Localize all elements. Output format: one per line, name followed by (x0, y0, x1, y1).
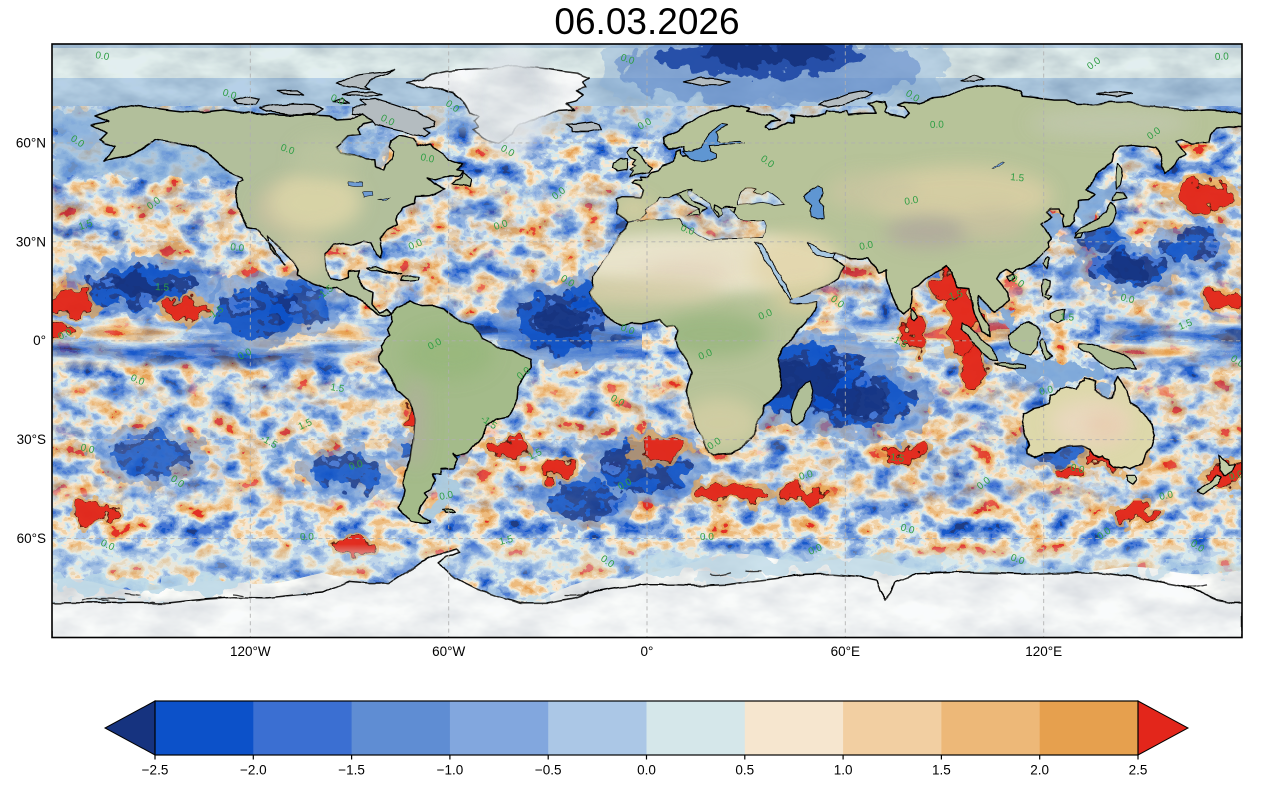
svg-text:2.0: 2.0 (1030, 763, 1049, 778)
svg-text:60°N: 60°N (16, 135, 46, 150)
svg-text:1.5: 1.5 (1060, 312, 1075, 324)
svg-text:0.0: 0.0 (904, 195, 920, 208)
svg-text:0.0: 0.0 (899, 522, 916, 537)
svg-text:0.0: 0.0 (300, 532, 315, 543)
svg-text:30°N: 30°N (16, 234, 46, 249)
svg-text:−1.5: −1.5 (338, 763, 365, 778)
svg-text:−0.5: −0.5 (535, 763, 562, 778)
svg-text:−1.0: −1.0 (437, 763, 464, 778)
svg-text:1.0: 1.0 (834, 763, 853, 778)
svg-text:0.0: 0.0 (99, 538, 117, 554)
svg-text:60°E: 60°E (831, 644, 860, 659)
svg-text:30°S: 30°S (17, 432, 46, 447)
svg-text:0.0: 0.0 (419, 152, 435, 166)
svg-text:120°E: 120°E (1025, 644, 1062, 659)
svg-text:0.0: 0.0 (700, 532, 715, 543)
svg-text:0.0: 0.0 (438, 489, 454, 503)
svg-text:0.0: 0.0 (757, 307, 774, 323)
svg-text:0°: 0° (33, 333, 46, 348)
svg-text:0.0: 0.0 (129, 373, 146, 389)
svg-text:1.5: 1.5 (297, 417, 315, 433)
svg-text:0.0: 0.0 (1119, 292, 1136, 306)
svg-text:0.0: 0.0 (619, 52, 636, 67)
svg-text:120°W: 120°W (230, 644, 271, 659)
svg-text:1.5: 1.5 (155, 282, 170, 294)
svg-text:0.0: 0.0 (1038, 384, 1054, 398)
svg-text:1.5: 1.5 (948, 288, 965, 303)
svg-text:0.0: 0.0 (1215, 51, 1230, 63)
svg-text:1.5: 1.5 (890, 452, 906, 465)
svg-text:0.0: 0.0 (619, 322, 636, 337)
svg-text:0.5: 0.5 (735, 763, 754, 778)
svg-text:0.0: 0.0 (1228, 469, 1245, 483)
svg-text:0.0: 0.0 (637, 763, 656, 778)
svg-text:0.0: 0.0 (807, 542, 824, 558)
svg-text:1.5: 1.5 (1010, 172, 1025, 184)
svg-text:0°: 0° (641, 644, 654, 659)
svg-text:2.5: 2.5 (1129, 763, 1148, 778)
svg-text:0.0: 0.0 (348, 459, 365, 473)
svg-text:60°S: 60°S (17, 531, 46, 546)
svg-text:0.0: 0.0 (279, 142, 296, 157)
svg-text:1.5: 1.5 (1177, 317, 1194, 333)
svg-text:1.5: 1.5 (330, 382, 346, 395)
svg-text:06.03.2026: 06.03.2026 (554, 1, 739, 42)
svg-text:0.0: 0.0 (230, 242, 245, 254)
svg-text:0.0: 0.0 (930, 120, 945, 131)
svg-text:60°W: 60°W (432, 644, 465, 659)
svg-text:0.0: 0.0 (79, 442, 96, 456)
svg-text:0.0: 0.0 (221, 87, 238, 102)
svg-text:1.5: 1.5 (527, 447, 545, 463)
svg-text:1.5: 1.5 (77, 218, 94, 233)
svg-text:1.5: 1.5 (498, 534, 515, 548)
svg-text:0.0: 0.0 (493, 218, 510, 233)
svg-text:0.0: 0.0 (1158, 489, 1174, 503)
svg-text:0.0: 0.0 (1069, 462, 1086, 476)
svg-text:0.0: 0.0 (407, 237, 424, 253)
svg-text:0.0: 0.0 (1009, 552, 1026, 567)
svg-text:0.0: 0.0 (858, 239, 874, 253)
svg-text:−2.0: −2.0 (240, 763, 267, 778)
svg-text:−2.5: −2.5 (142, 763, 169, 778)
svg-text:0.0: 0.0 (95, 50, 111, 63)
svg-text:0.0: 0.0 (329, 93, 346, 109)
svg-text:0.0: 0.0 (679, 223, 696, 239)
svg-text:0.0: 0.0 (798, 469, 815, 483)
svg-text:1.5: 1.5 (932, 763, 951, 778)
svg-text:0.0: 0.0 (697, 347, 714, 363)
